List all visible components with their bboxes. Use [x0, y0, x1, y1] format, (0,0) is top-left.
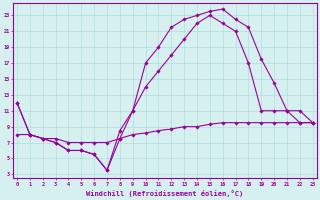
X-axis label: Windchill (Refroidissement éolien,°C): Windchill (Refroidissement éolien,°C) [86, 190, 244, 197]
